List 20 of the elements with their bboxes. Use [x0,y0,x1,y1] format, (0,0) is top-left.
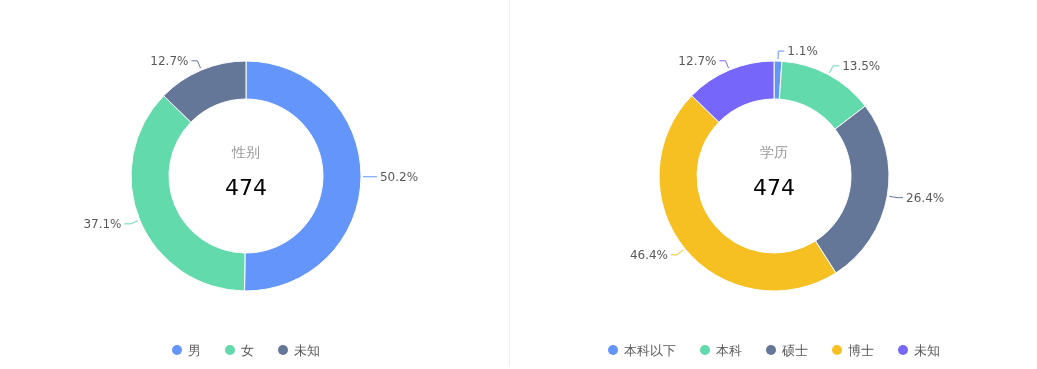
data-label: 37.1% [83,216,122,231]
text: 474 [753,175,795,200]
data-label: 12.7% [678,53,717,68]
legend-label: 硕士 [781,343,808,358]
data-label: 13.5% [842,58,881,73]
legend-label: 男 [188,343,201,358]
legend-label: 本科以下 [624,343,676,358]
data-label: 50.2% [380,169,419,184]
legend-label: 未知 [294,343,320,358]
data-label: 12.7% [150,53,189,68]
legend-label: 本科 [716,343,742,358]
text: 性别 [231,144,260,160]
legend-label: 未知 [914,343,940,358]
text: 474 [225,175,267,200]
data-label: 1.1% [787,44,818,59]
legend-label: 博士 [848,343,874,358]
data-label: 26.4% [906,190,945,205]
text: 学历 [760,144,788,160]
data-label: 46.4% [629,247,669,262]
legend-label: 女 [241,343,254,358]
